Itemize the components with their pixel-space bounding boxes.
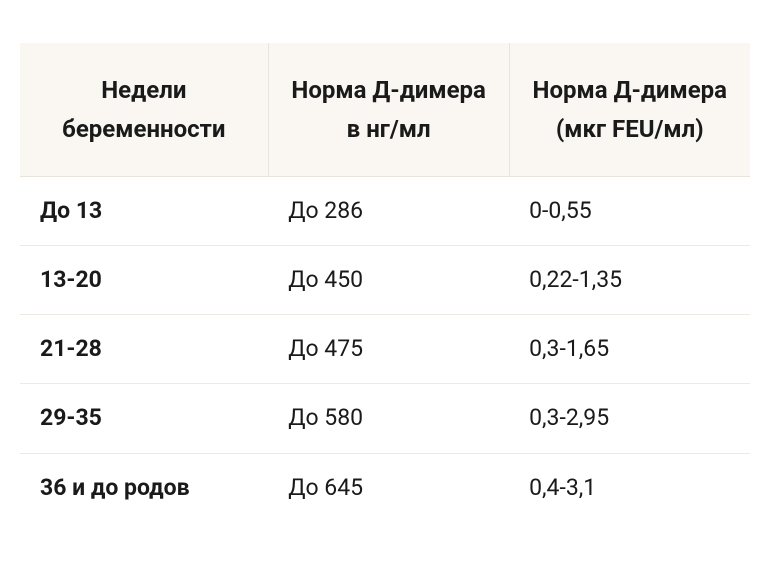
d-dimer-table: Недели беременности Норма Д-димера в нг/…	[20, 43, 750, 522]
table-row: До 13 До 286 0-0,55	[20, 176, 750, 245]
header-ng-ml: Норма Д-димера в нг/мл	[268, 43, 509, 176]
header-weeks: Недели беременности	[20, 43, 268, 176]
header-feu-ml: Норма Д-димера (мкг FEU/мл)	[509, 43, 750, 176]
cell-ng-ml: До 645	[268, 453, 509, 522]
table-row: 13-20 До 450 0,22-1,35	[20, 246, 750, 315]
cell-weeks: 13-20	[20, 246, 268, 315]
cell-weeks: 21-28	[20, 315, 268, 384]
cell-feu-ml: 0,4-3,1	[509, 453, 750, 522]
table-row: 36 и до родов До 645 0,4-3,1	[20, 453, 750, 522]
cell-weeks: 29-35	[20, 384, 268, 453]
cell-feu-ml: 0,3-1,65	[509, 315, 750, 384]
cell-ng-ml: До 450	[268, 246, 509, 315]
table-row: 29-35 До 580 0,3-2,95	[20, 384, 750, 453]
cell-ng-ml: До 580	[268, 384, 509, 453]
cell-feu-ml: 0,3-2,95	[509, 384, 750, 453]
cell-ng-ml: До 286	[268, 176, 509, 245]
cell-weeks: До 13	[20, 176, 268, 245]
cell-feu-ml: 0,22-1,35	[509, 246, 750, 315]
cell-feu-ml: 0-0,55	[509, 176, 750, 245]
cell-ng-ml: До 475	[268, 315, 509, 384]
table-header-row: Недели беременности Норма Д-димера в нг/…	[20, 43, 750, 176]
table-row: 21-28 До 475 0,3-1,65	[20, 315, 750, 384]
cell-weeks: 36 и до родов	[20, 453, 268, 522]
